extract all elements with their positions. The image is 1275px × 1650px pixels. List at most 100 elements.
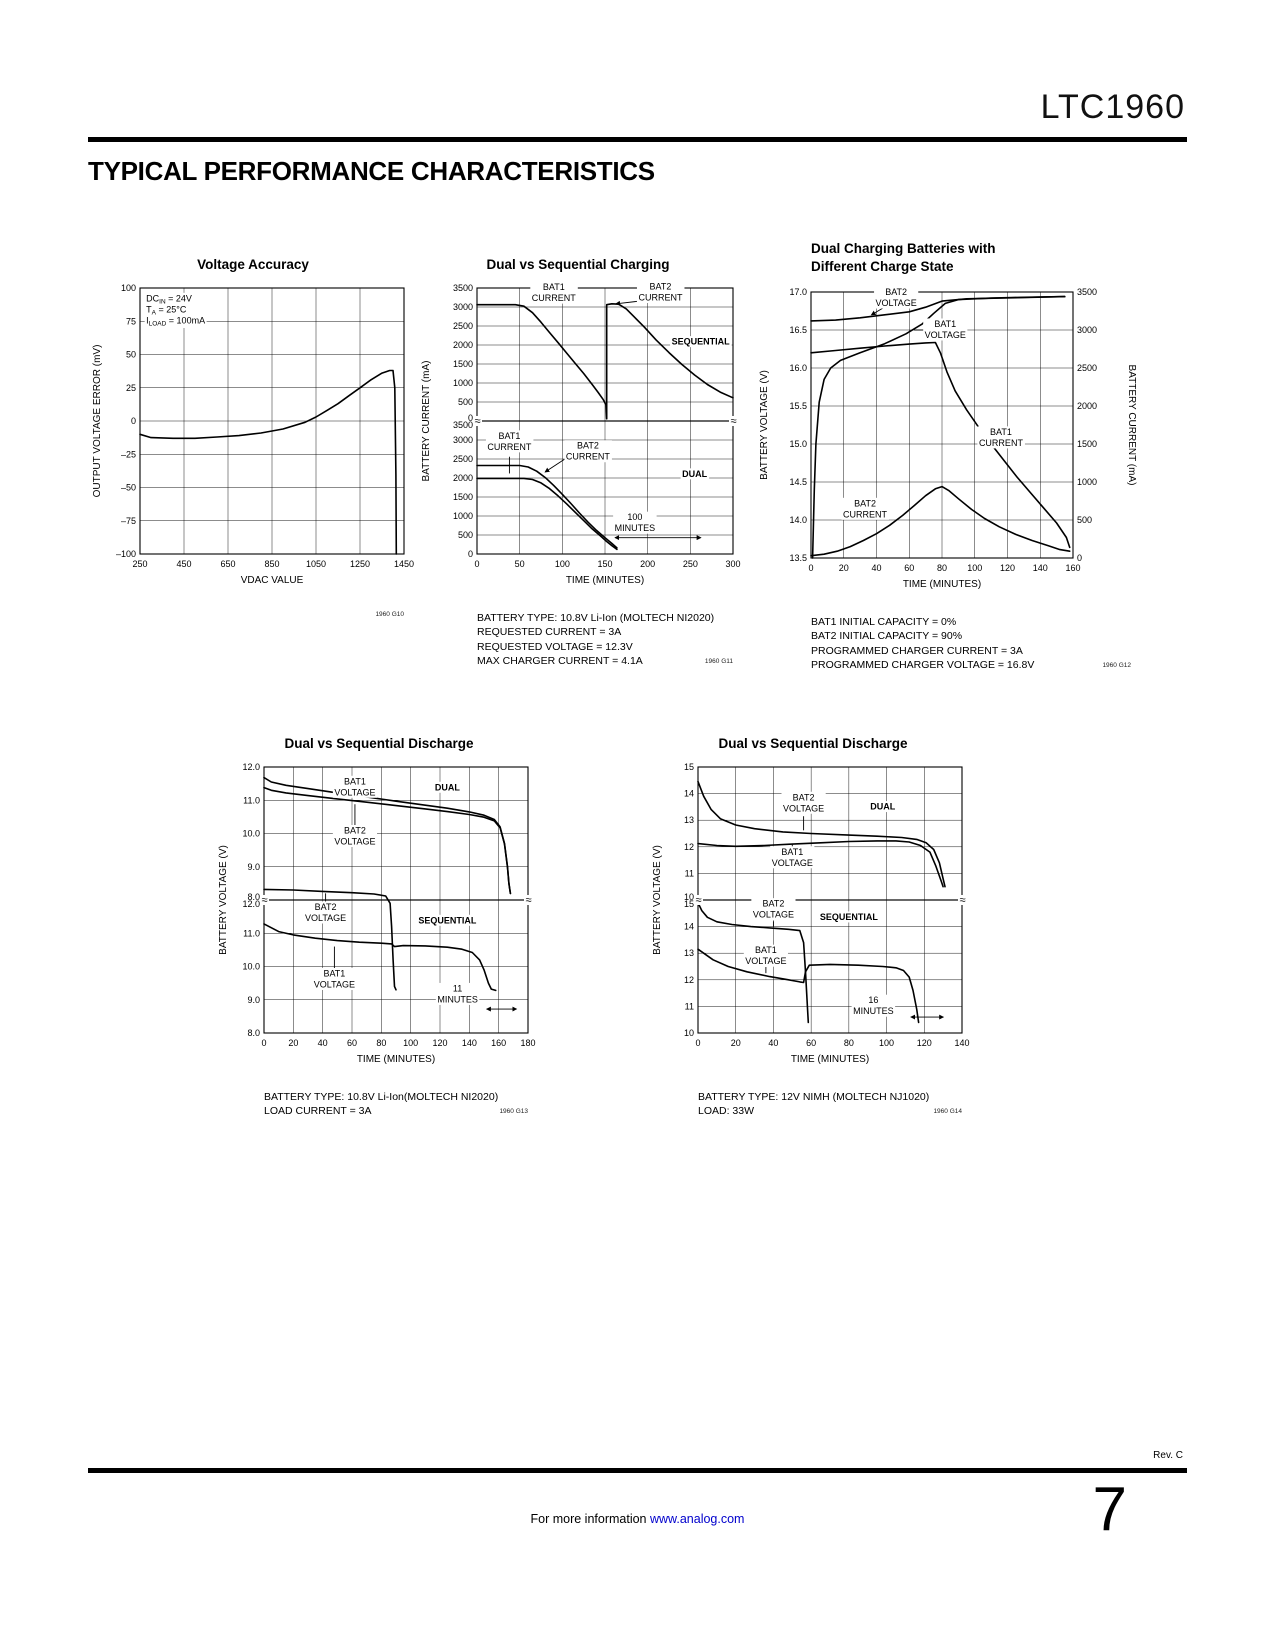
svg-text:11.0: 11.0	[243, 928, 260, 938]
svg-text:15: 15	[684, 899, 694, 909]
caption-line: BATTERY TYPE: 10.8V Li-Ion(MOLTECH NI202…	[264, 1091, 499, 1103]
series-bat2-current-sequential	[605, 302, 734, 420]
footer-text: For more information	[530, 1512, 650, 1526]
analog-link[interactable]: www.analog.com	[649, 1512, 745, 1526]
svg-text:3500: 3500	[453, 283, 473, 293]
svg-text:140: 140	[462, 1038, 477, 1048]
svg-text:850: 850	[264, 559, 279, 569]
series-bat2-voltage-dual	[263, 786, 512, 895]
svg-text:9.0: 9.0	[247, 995, 260, 1005]
svg-text:500: 500	[458, 397, 473, 407]
chart-dual-vs-sequential-discharge-nimh: Dual vs Sequential Discharge 15 14 13 12 11 1…	[648, 735, 978, 1118]
caption-line: REQUESTED VOLTAGE = 12.3V	[477, 640, 633, 653]
svg-text:–25: –25	[121, 449, 136, 459]
series-output-voltage-error	[139, 369, 398, 555]
caption-line: REQUESTED CURRENT = 3A	[477, 626, 622, 639]
svg-text:1500: 1500	[1077, 439, 1097, 449]
svg-text:300: 300	[725, 559, 740, 569]
svg-text:160: 160	[1065, 563, 1080, 573]
caption-line: BAT1 INITIAL CAPACITY = 0%	[811, 616, 957, 628]
svg-text:500: 500	[1077, 515, 1092, 525]
svg-text:BATTERY VOLTAGE (V): BATTERY VOLTAGE (V)	[759, 370, 770, 480]
svg-text:2500: 2500	[1077, 363, 1097, 373]
svg-text:10.0: 10.0	[242, 962, 260, 972]
svg-text:12: 12	[684, 842, 694, 852]
svg-text:100: 100	[121, 283, 136, 293]
svg-text:3000: 3000	[1077, 325, 1097, 335]
series-bat2-current-dual	[476, 464, 618, 549]
svg-text:≈: ≈	[695, 895, 701, 907]
svg-text:14.5: 14.5	[789, 477, 807, 487]
part-number: LTC1960	[1040, 88, 1185, 126]
svg-text:16.5: 16.5	[789, 325, 807, 335]
svg-text:2000: 2000	[453, 340, 473, 350]
svg-text:11.0: 11.0	[243, 795, 260, 805]
svg-text:120: 120	[1000, 563, 1015, 573]
svg-text:≈: ≈	[959, 895, 965, 907]
chart-title: Dual vs Sequential Discharge	[284, 736, 474, 751]
svg-text:TIME (MINUTES): TIME (MINUTES)	[566, 575, 644, 586]
series-bat2-voltage-dual	[697, 780, 946, 888]
svg-text:≈: ≈	[730, 416, 736, 428]
chart-title: Dual vs Sequential Charging	[486, 257, 670, 272]
caption-line: MAX CHARGER CURRENT = 4.1A	[477, 655, 643, 668]
svg-text:2500: 2500	[453, 321, 473, 331]
svg-text:VDAC VALUE: VDAC VALUE	[241, 575, 304, 586]
svg-text:10: 10	[684, 1028, 694, 1038]
svg-text:≈: ≈	[525, 895, 531, 907]
plot-svg-g12: 17.0 16.5 16.0 15.5 15.0 14.5 14.0 13.5 3500 3000…	[759, 286, 1137, 590]
svg-text:0: 0	[695, 1038, 700, 1048]
svg-text:12.0: 12.0	[242, 762, 260, 772]
series-bat1-current	[810, 341, 1071, 549]
chart-title: Voltage Accuracy	[197, 257, 309, 272]
svg-text:80: 80	[376, 1038, 386, 1048]
svg-text:160: 160	[491, 1038, 506, 1048]
svg-text:0: 0	[1077, 553, 1082, 563]
svg-text:2000: 2000	[1077, 401, 1097, 411]
svg-text:180: 180	[520, 1038, 535, 1048]
series-bat1-current-sequential	[476, 303, 608, 420]
svg-text:80: 80	[937, 563, 947, 573]
svg-text:10: 10	[684, 892, 694, 902]
chart-credit: 1960 G13	[499, 1107, 528, 1115]
header-rule	[88, 137, 1187, 142]
svg-text:50: 50	[126, 350, 136, 360]
svg-text:50: 50	[515, 559, 525, 569]
svg-text:0: 0	[474, 559, 479, 569]
plot-canvas: 17.0 16.5 16.0 15.5 15.0 14.5 14.0 13.5 3500 3000…	[755, 280, 1175, 607]
svg-text:3500: 3500	[453, 420, 473, 430]
chart-dual-vs-sequential-charging: Dual vs Sequential Charging 3500 3000 2500…	[413, 256, 743, 668]
svg-text:15.5: 15.5	[789, 401, 807, 411]
caption-line: BATTERY TYPE: 10.8V Li-Ion (MOLTECH NI20…	[477, 612, 715, 624]
svg-text:250: 250	[132, 559, 147, 569]
svg-text:75: 75	[126, 316, 136, 326]
series-bat1-voltage-sequential	[263, 923, 497, 992]
series-bat1-voltage-sequential	[697, 948, 920, 1024]
svg-text:16.0: 16.0	[789, 363, 807, 373]
svg-text:120: 120	[917, 1038, 932, 1048]
svg-text:13: 13	[684, 815, 694, 825]
svg-text:3000: 3000	[453, 435, 473, 445]
svg-text:0: 0	[468, 549, 473, 559]
svg-text:1000: 1000	[1077, 477, 1097, 487]
chart-captions: BATTERY TYPE: 10.8V Li-Ion(MOLTECH NI202…	[214, 1090, 544, 1119]
caption-line: LOAD: 33W	[698, 1105, 755, 1118]
svg-text:11: 11	[685, 1001, 694, 1011]
plot-svg-g14: 15 14 13 12 11 10 BAT2 VOLTAGE DUAL BAT1 VOLTAGE 15…	[652, 762, 970, 1065]
svg-text:SEQUENTIAL: SEQUENTIAL	[672, 337, 731, 347]
svg-text:20: 20	[731, 1038, 741, 1048]
svg-text:BATTERY CURRENT (mA): BATTERY CURRENT (mA)	[1126, 365, 1137, 486]
svg-text:TIME (MINUTES): TIME (MINUTES)	[903, 579, 981, 590]
